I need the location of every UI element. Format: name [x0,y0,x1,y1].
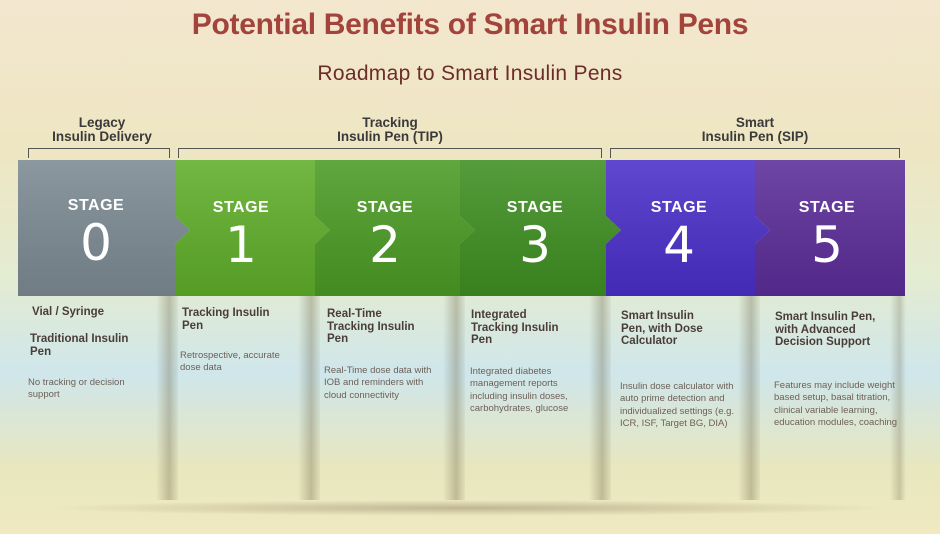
stage-2-description: Real-Time dose data with IOB and reminde… [324,365,432,401]
slide-subtitle: Roadmap to Smart Insulin Pens [317,62,623,85]
column-shadow [589,296,611,500]
stage-5-description: Features may include weight based setup,… [774,380,898,428]
group-label-tip: Tracking Insulin Pen (TIP) [290,116,490,144]
group-label-sip: Smart Insulin Pen (SIP) [660,116,850,144]
stage-4-title: Smart Insulin Pen, with Dose Calculator [621,310,703,347]
stage-0-description: No tracking or decision support [28,377,125,401]
stage-1-description: Retrospective, accurate dose data [180,350,280,374]
group-label-legacy: Legacy Insulin Delivery [22,116,182,144]
stage-word: STAGE [650,199,708,216]
stage-1-label: STAGE 1 [182,199,300,273]
group-label-line: Tracking [362,115,418,130]
column-shadow [890,296,906,500]
group-label-line: Insulin Pen (TIP) [337,129,443,144]
column-shadow [298,296,320,500]
group-label-line: Insulin Delivery [52,129,152,144]
bracket-tip [178,148,602,158]
stage-2-title: Real-Time Tracking Insulin Pen [327,308,415,345]
stage-1-title: Tracking Insulin Pen [182,307,270,332]
stage-number: 1 [225,216,257,274]
stage-band [18,160,905,296]
column-shadow [738,296,760,500]
band-shading [18,160,905,296]
stage-5-title: Smart Insulin Pen, with Advanced Decisio… [775,311,876,348]
bracket-legacy [28,148,170,158]
stage-number: 4 [663,216,695,274]
column-shadow [443,296,465,500]
stage-number: 3 [519,216,551,274]
stage-number: 2 [369,216,401,274]
floor-shadow [40,500,900,516]
stage-3-title: Integrated Tracking Insulin Pen [471,309,559,346]
bracket-sip [610,148,900,158]
stage-word: STAGE [67,197,125,214]
group-label-line: Smart [735,115,775,130]
stage-3-label: STAGE 3 [473,199,597,273]
slide-title: Potential Benefits of Smart Insulin Pens [191,8,749,41]
stage-2-label: STAGE 2 [325,199,445,273]
stage-number: 5 [811,216,843,274]
column-shadow [156,296,178,500]
stage-word: STAGE [506,199,564,216]
stage-0-subtitle: Traditional Insulin Pen [30,333,129,358]
stage-0-title: Vial / Syringe [32,306,105,318]
stage-4-description: Insulin dose calculator with auto prime … [620,381,735,429]
stage-5-label: STAGE 5 [765,199,889,273]
stage-word: STAGE [212,199,270,216]
group-label-line: Insulin Pen (SIP) [701,129,809,144]
stage-3-description: Integrated diabetes management reports i… [470,366,569,414]
stage-0-label: STAGE 0 [28,197,164,271]
group-label-line: Legacy [78,115,126,130]
stage-word: STAGE [798,199,856,216]
stage-4-label: STAGE 4 [617,199,741,273]
stage-number: 0 [80,214,112,272]
stage-word: STAGE [356,199,414,216]
